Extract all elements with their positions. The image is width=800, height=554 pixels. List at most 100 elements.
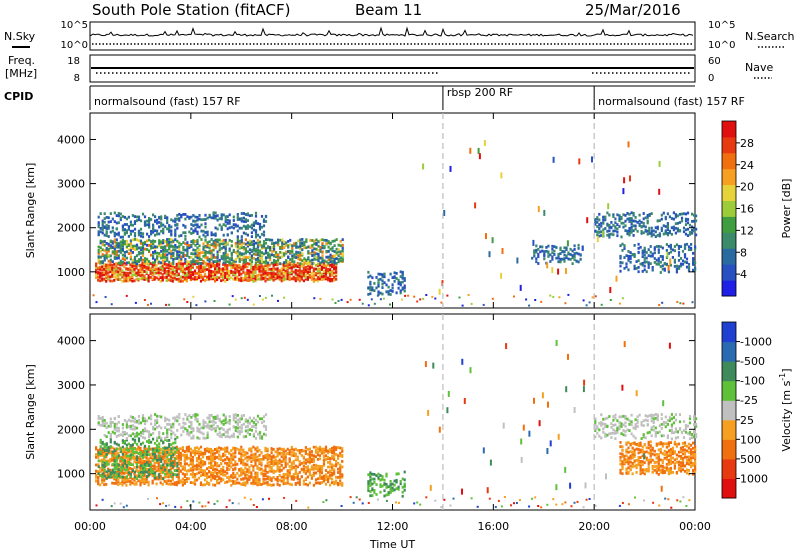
echo-cell <box>137 246 141 250</box>
echo-cell <box>159 470 162 474</box>
echo-cell <box>671 248 674 252</box>
echo-cell <box>168 238 171 241</box>
echo-cell <box>204 262 207 265</box>
echo-cell <box>657 251 660 254</box>
echo-cell <box>547 250 550 254</box>
echo-cell <box>158 252 161 255</box>
echo-cell <box>691 220 694 223</box>
echo-cell <box>543 254 546 258</box>
echo-cell <box>224 242 227 246</box>
echo-cell <box>218 453 221 457</box>
echo-cell <box>232 432 235 436</box>
echo-cell <box>339 463 342 467</box>
echo-cell <box>181 269 184 272</box>
echo-cell <box>101 472 104 476</box>
echo-cell <box>242 216 245 220</box>
echo-cell <box>317 252 320 256</box>
echo-cell <box>117 463 120 467</box>
echo-cell <box>661 246 664 250</box>
echo-cell <box>250 267 253 271</box>
echo-cell <box>105 270 108 273</box>
echo-cell <box>661 301 664 304</box>
echo-cell <box>618 225 621 228</box>
echo-cell <box>313 257 316 261</box>
echo-cell <box>125 480 128 484</box>
echo-cell <box>111 279 114 283</box>
echo-cell <box>123 242 126 246</box>
echo-cell <box>176 217 179 221</box>
echo-cell <box>250 240 253 244</box>
echo-cell <box>264 454 267 457</box>
echo-cell <box>582 299 585 302</box>
echo-cell <box>312 474 315 477</box>
echo-cell <box>240 246 243 250</box>
echo-cell <box>175 262 178 266</box>
echo-cell <box>668 229 671 233</box>
echo-cell <box>240 252 243 256</box>
echo-cell <box>163 475 166 479</box>
echo-cell <box>167 263 170 267</box>
echo-cell <box>115 435 118 438</box>
echo-cell <box>212 417 215 421</box>
echo-cell <box>218 276 221 280</box>
echo-cell <box>149 262 152 265</box>
echo-cell <box>683 247 687 250</box>
echo-cell <box>186 432 189 436</box>
echo-cell <box>236 264 239 268</box>
echo-cell <box>270 457 273 461</box>
echo-cell <box>279 256 282 260</box>
echo-cell <box>266 464 269 468</box>
echo-cell <box>286 479 289 483</box>
echo-cell <box>306 460 309 464</box>
echo-cell <box>377 278 380 282</box>
echo-cell <box>298 449 301 452</box>
colorbar-swatch <box>722 232 736 249</box>
echo-cell <box>139 473 142 476</box>
echo-cell <box>188 414 191 417</box>
echo-cell <box>145 277 148 281</box>
echo-cell <box>121 453 124 456</box>
echo-cell <box>151 467 154 471</box>
echo-cell <box>214 461 217 464</box>
echo-cell <box>232 248 235 252</box>
echo-cell <box>109 254 112 258</box>
echo-cell <box>113 471 116 474</box>
echo-cell <box>256 242 260 245</box>
echo-cell <box>115 471 118 474</box>
echo-cell <box>203 269 207 273</box>
echo-cell <box>244 483 247 487</box>
echo-cell <box>176 469 179 472</box>
echo-cell <box>236 447 239 451</box>
echo-cell <box>218 481 221 485</box>
echo-cell <box>150 229 153 233</box>
echo-cell <box>186 251 189 255</box>
echo-cell <box>168 224 171 227</box>
echo-cell <box>158 445 161 449</box>
echo-cell <box>160 229 163 233</box>
echo-cell <box>105 453 108 456</box>
echo-cell <box>101 451 104 455</box>
echo-cell <box>335 448 338 451</box>
echo-cell <box>101 248 104 252</box>
echo-cell <box>141 475 144 479</box>
echo-cell <box>141 271 144 274</box>
echo-cell <box>254 241 258 245</box>
echo-cell <box>125 420 128 424</box>
echo-cell <box>653 248 656 251</box>
echo-cell <box>165 470 168 473</box>
echo-cell <box>173 483 176 486</box>
echo-cell <box>154 413 157 416</box>
echo-cell <box>218 431 221 435</box>
echo-cell <box>246 224 249 227</box>
echo-cell <box>652 229 655 233</box>
echo-cell <box>137 258 141 261</box>
echo-cell <box>381 273 384 277</box>
echo-cell <box>300 454 303 457</box>
echo-cell <box>291 249 294 252</box>
echo-cell <box>125 256 128 260</box>
echo-cell <box>143 446 146 450</box>
echo-cell <box>238 277 241 281</box>
echo-cell <box>174 217 177 221</box>
echo-cell <box>208 246 211 250</box>
